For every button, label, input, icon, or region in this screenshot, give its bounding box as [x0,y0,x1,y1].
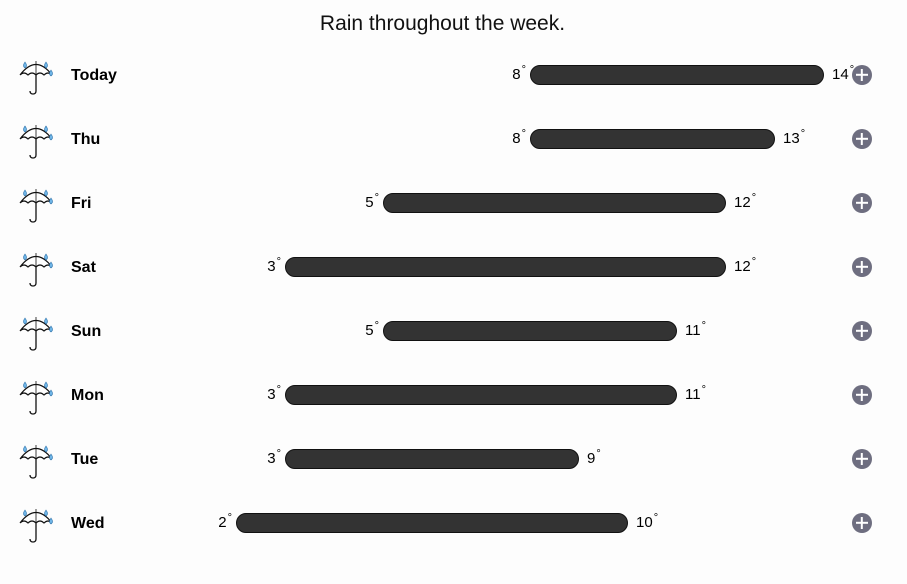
high-temp: 12° [734,256,757,275]
day-label: Sat [71,259,96,276]
plus-circle-icon[interactable] [852,129,872,149]
forecast-row: Tue 3° 9° [0,440,907,480]
day-label: Today [71,67,117,84]
low-temp: 3° [267,256,281,275]
low-temp: 3° [267,384,281,403]
forecast-row: Sun 5° 11° [0,312,907,352]
forecast-row: Sat 3° 12° [0,248,907,288]
day-label: Fri [71,195,92,212]
forecast-row: Wed 2° 10° [0,504,907,544]
forecast-row: Thu 8° 13° [0,120,907,160]
high-temp: 12° [734,192,757,211]
high-temp: 9° [587,448,601,467]
day-label: Mon [71,387,104,404]
plus-circle-icon[interactable] [852,385,872,405]
day-label: Wed [71,515,105,532]
umbrella-rain-icon [18,504,54,544]
temperature-range-bar [285,449,579,469]
plus-circle-icon[interactable] [852,513,872,533]
low-temp: 8° [512,128,526,147]
temperature-range-bar [530,129,775,149]
temperature-range-bar [383,193,726,213]
day-label: Tue [71,451,99,468]
high-temp: 14° [832,64,854,83]
temperature-range-bar [236,513,628,533]
plus-circle-icon[interactable] [852,257,872,277]
temperature-range-bar [530,65,824,85]
high-temp: 10° [636,512,659,531]
low-temp: 5° [365,320,379,339]
umbrella-rain-icon [18,248,54,288]
plus-circle-icon[interactable] [852,321,872,341]
plus-circle-icon[interactable] [852,65,872,85]
day-label: Thu [71,131,101,148]
umbrella-rain-icon [18,440,54,480]
temperature-range-bar [285,385,677,405]
plus-circle-icon[interactable] [852,193,872,213]
high-temp: 11° [685,384,706,403]
umbrella-rain-icon [18,376,54,416]
forecast-row: Fri 5° 12° [0,184,907,224]
temperature-range-bar [383,321,677,341]
low-temp: 5° [365,192,379,211]
umbrella-rain-icon [18,184,54,224]
day-label: Sun [71,323,102,340]
low-temp: 2° [218,512,232,531]
forecast-row: Mon 3° 11° [0,376,907,416]
plus-circle-icon[interactable] [852,449,872,469]
umbrella-rain-icon [18,120,54,160]
umbrella-rain-icon [18,312,54,352]
page-title: Rain throughout the week. [319,12,566,35]
temperature-range-bar [285,257,726,277]
high-temp: 13° [783,128,806,147]
forecast-row: Today 8° 14° [0,56,907,96]
low-temp: 3° [267,448,281,467]
low-temp: 8° [512,64,526,83]
umbrella-rain-icon [18,56,54,96]
high-temp: 11° [685,320,706,339]
